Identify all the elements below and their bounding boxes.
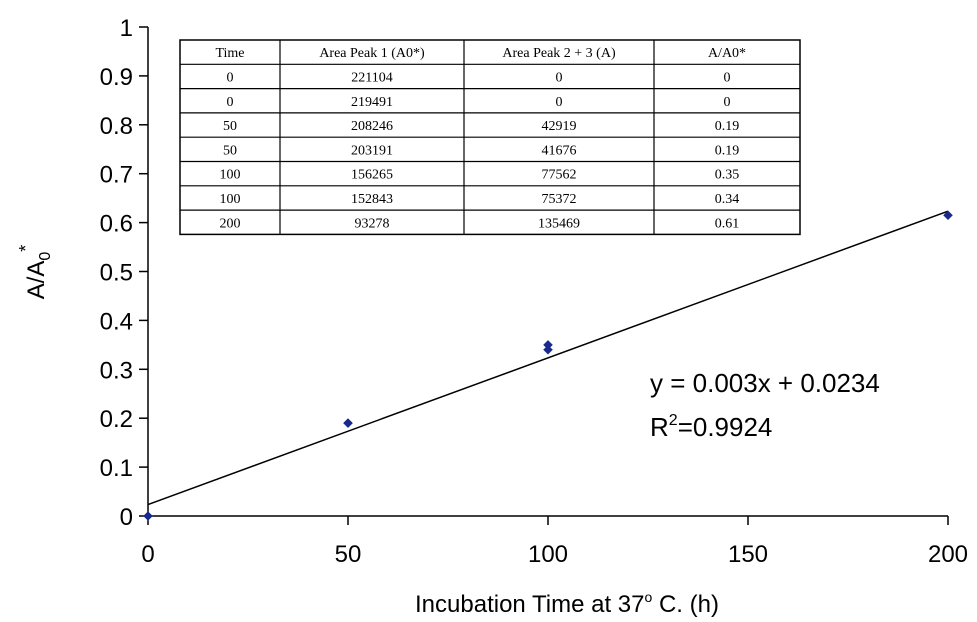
table-cell: 219491 [351,95,393,110]
y-tick-label: 0.3 [100,357,133,384]
data-table: Time Area Peak 1 (A0*) Area Peak 2 + 3 (A)… [179,39,801,236]
table-cell: 100 [220,192,241,207]
table-cell: 0 [724,95,731,110]
table-cell: 0 [724,70,731,85]
data-point [343,418,353,428]
x-axis-title-post: C. (h) [652,591,719,618]
y-axis-title-base: A/A [23,261,50,300]
y-axis-title-sub: 0 [37,252,54,261]
data-point [143,511,153,521]
y-tick-label: 0.9 [100,64,133,91]
table-cell: 221104 [351,70,392,85]
trendline-equation: y = 0.003x + 0.0234 [650,368,880,398]
y-axis-title: A/A0* [16,245,54,300]
y-tick-label: 0.8 [100,113,133,140]
y-tick-label: 0.6 [100,211,133,238]
table-cell: 50 [223,119,237,134]
table-header-cell: A/A0* [708,46,746,61]
table-cell: 42919 [542,119,577,134]
table-cell: 77562 [542,168,577,183]
table-cell: 135469 [538,216,580,231]
table-cell: 41676 [542,143,577,158]
trendline-group [147,210,949,506]
x-axis-title-pre: Incubation Time at 37 [415,591,644,618]
table-cell: 200 [220,216,241,231]
table-cell: 208246 [351,119,393,134]
table-cell: 203191 [351,143,393,158]
x-tick-label: 150 [728,541,768,568]
table-header-cell: Time [215,46,244,61]
r-squared-value: =0.9924 [678,412,773,442]
table-header-cell: Area Peak 1 (A0*) [319,46,425,61]
table-cell: 0.35 [715,168,740,183]
table-cell: 0.19 [715,143,740,158]
y-tick-label: 0.5 [100,260,133,287]
x-tick-label: 50 [335,541,362,568]
y-tick-label: 0.2 [100,406,133,433]
table-cell: 0 [227,70,234,85]
x-tick-label: 0 [141,541,154,568]
table-cell: 93278 [355,216,390,231]
r-squared-label: R2=0.9924 [650,412,772,442]
tick-labels: 00.10.20.30.40.50.60.70.80.910 50 100 150 20… [100,15,968,568]
y-tick-label: 1 [120,15,133,42]
data-points [143,210,953,521]
table-cell: 0.61 [715,216,740,231]
x-tick-label: 100 [528,541,568,568]
y-axis-title-sup: * [16,245,36,252]
table-cell: 0.34 [715,192,740,207]
table-cell: 75372 [542,192,577,207]
table-cell: 0 [556,70,563,85]
y-tick-label: 0 [120,504,133,531]
r-squared-base: R [650,412,669,442]
table-cell: 50 [223,143,237,158]
x-axis-title-sup: o [645,589,653,605]
data-point [943,210,953,221]
data-point [543,344,553,355]
y-tick-label: 0.4 [100,308,133,335]
table-cell: 152843 [351,192,393,207]
x-tick-label: 200 [928,541,968,568]
table-cell: 0.19 [715,119,740,134]
table-cell: 156265 [351,168,393,183]
table-cell: 0 [556,95,563,110]
x-axis-title: Incubation Time at 37o C. (h) [415,589,719,618]
table-header-cell: Area Peak 2 + 3 (A) [502,46,616,61]
r-squared-sup: 2 [669,412,678,429]
table-cell: 0 [227,95,234,110]
table-cell: 100 [220,168,241,183]
y-tick-label: 0.7 [100,162,133,189]
trendline [147,210,949,506]
y-tick-label: 0.1 [100,455,133,482]
